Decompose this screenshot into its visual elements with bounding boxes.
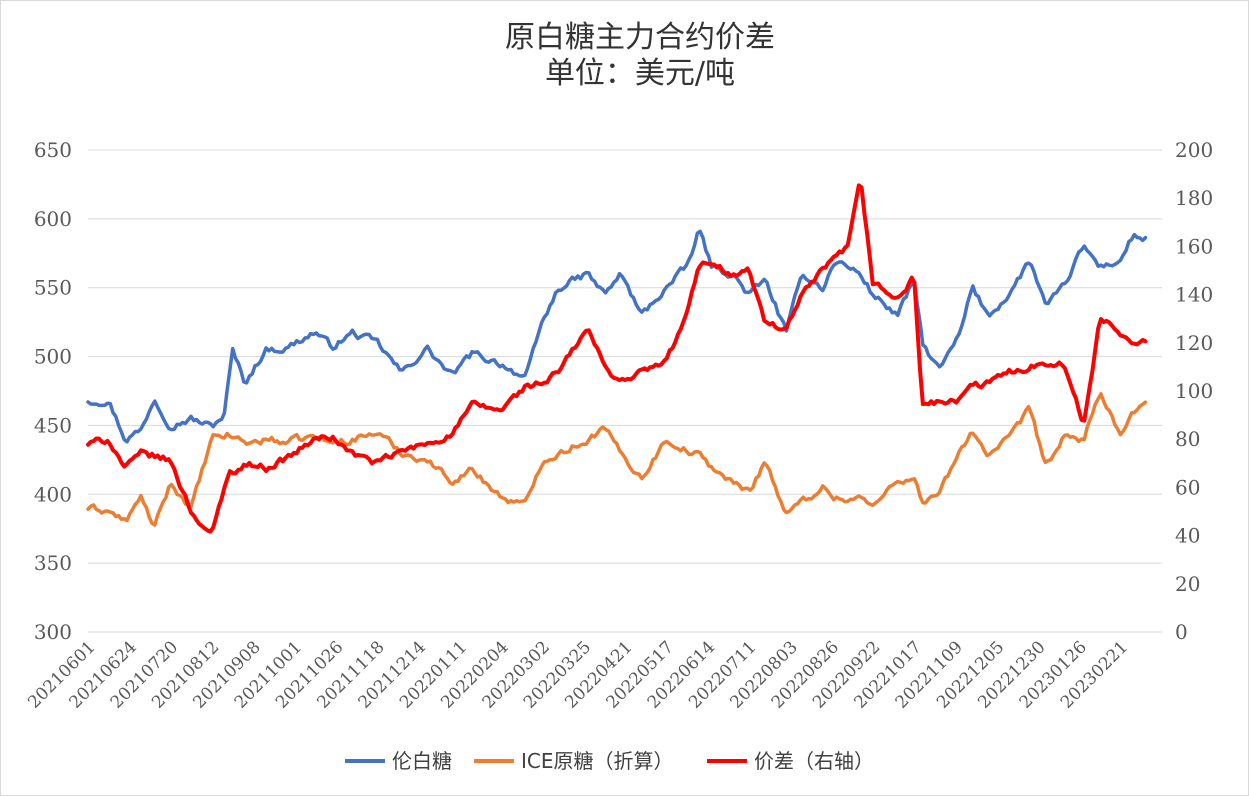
- chart-subtitle: 单位：美元/吨: [545, 56, 735, 91]
- y-left-tick-label: 300: [34, 620, 72, 644]
- legend-item-lbs: 伦白糖: [345, 749, 452, 773]
- y-right-tick-label: 80: [1175, 427, 1200, 451]
- y-right-tick-label: 160: [1175, 234, 1213, 258]
- chart-title: 原白糖主力合约价差: [505, 20, 775, 55]
- legend-label-lbs: 伦白糖: [392, 749, 452, 773]
- legend-label-spread: 价差（右轴）: [754, 749, 874, 773]
- series-line-2: [86, 183, 1148, 534]
- y-left-tick-label: 500: [34, 345, 72, 369]
- y-right-tick-label: 140: [1175, 283, 1213, 307]
- y-right-tick-label: 120: [1175, 331, 1213, 355]
- legend-item-spread: 价差（右轴）: [707, 749, 874, 773]
- series-line-0: [86, 229, 1148, 444]
- y-left-tick-label: 650: [34, 138, 72, 162]
- y-right-tick-label: 0: [1175, 620, 1188, 644]
- y-left-tick-label: 550: [34, 276, 72, 300]
- y-left-tick-label: 600: [34, 207, 72, 231]
- legend-item-ice: ICE原糖（折算）: [474, 749, 674, 773]
- legend-label-ice: ICE原糖（折算）: [521, 749, 674, 773]
- series-line-1: [86, 392, 1148, 527]
- y-left-tick-label: 450: [34, 413, 72, 437]
- y-left-tick-label: 400: [34, 482, 72, 506]
- y-right-tick-label: 60: [1175, 475, 1200, 499]
- y-right-tick-label: 100: [1175, 379, 1213, 403]
- y-right-tick-label: 200: [1175, 138, 1213, 162]
- y-right-tick-label: 180: [1175, 186, 1213, 210]
- y-left-tick-label: 350: [34, 551, 72, 575]
- y-axis-right: 0 20 40 60 80 100 120 140 160 180 200: [1175, 138, 1213, 644]
- y-right-tick-label: 40: [1175, 524, 1200, 548]
- y-right-tick-label: 20: [1175, 572, 1200, 596]
- grid-lines: [88, 149, 1162, 633]
- series-lines: [86, 183, 1148, 534]
- legend: 伦白糖 ICE原糖（折算） 价差（右轴）: [345, 749, 874, 773]
- y-axis-left: 300 350 400 450 500 550 600 650: [34, 138, 72, 644]
